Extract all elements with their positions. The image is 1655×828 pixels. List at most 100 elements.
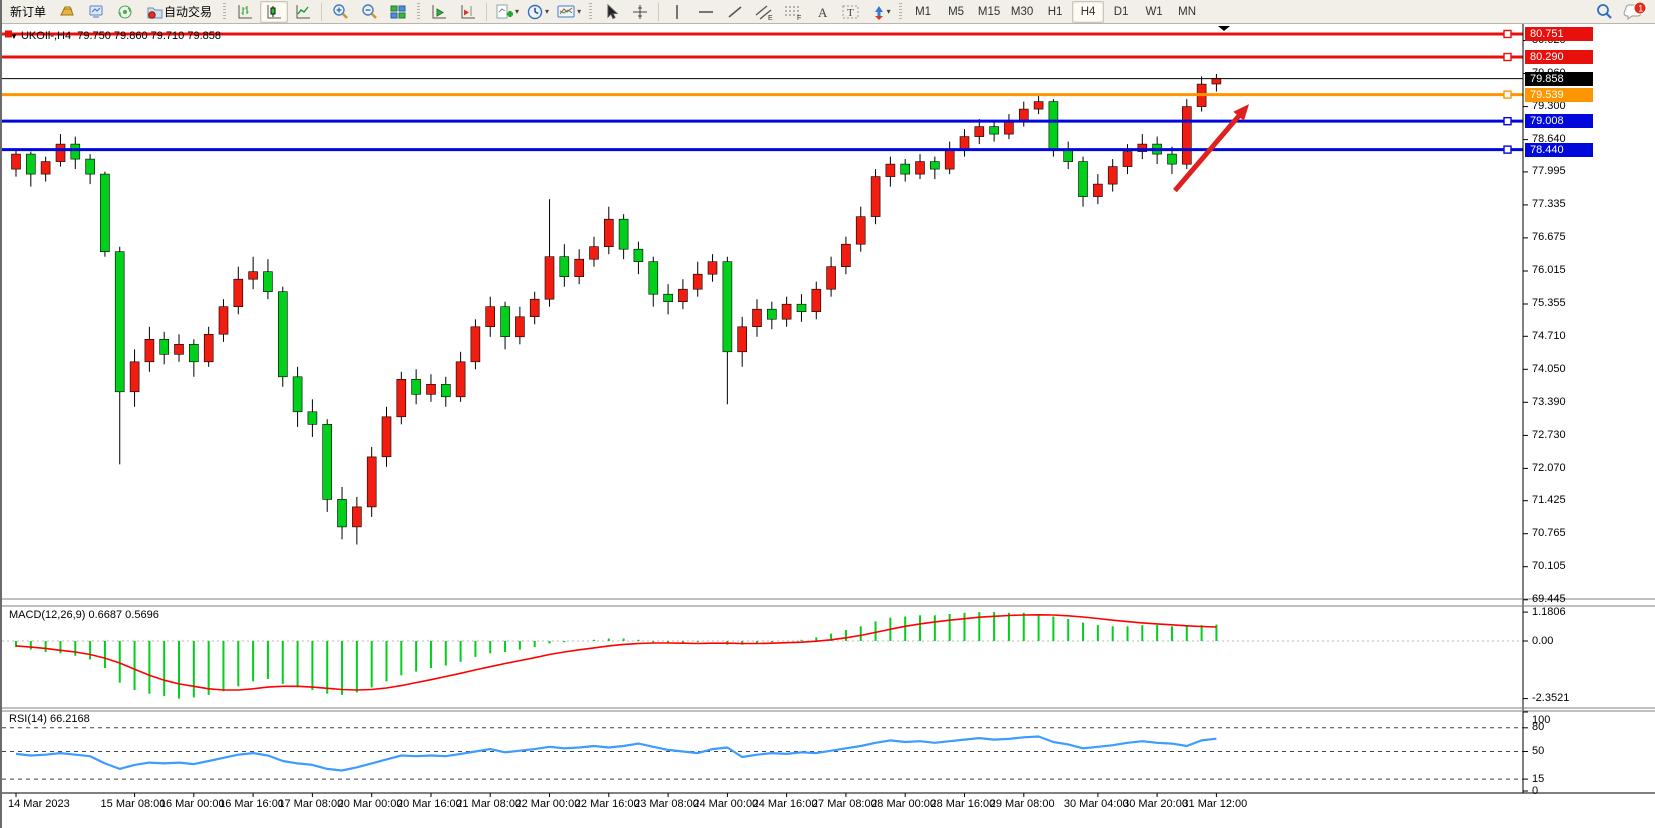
candle bbox=[337, 499, 347, 528]
rsi-tick-label: 50 bbox=[1532, 745, 1545, 757]
fibonacci-tool-icon[interactable]: F bbox=[779, 1, 807, 23]
signals-icon[interactable] bbox=[111, 1, 139, 23]
toolbar-grip bbox=[223, 2, 227, 21]
svg-text:E: E bbox=[768, 15, 773, 21]
timeframe-button-d1[interactable]: D1 bbox=[1113, 5, 1129, 18]
macd-label: MACD(12,26,9) 0.6687 0.5696 bbox=[9, 609, 159, 621]
price-tick-label: 75.355 bbox=[1532, 297, 1566, 310]
gold-ingot-icon[interactable] bbox=[53, 1, 81, 23]
zoom-in-icon[interactable] bbox=[326, 1, 354, 23]
line-selection-handle[interactable] bbox=[5, 30, 12, 38]
macd-tick-label: -2.3521 bbox=[1532, 692, 1570, 705]
main-toolbar: 新订单 自动交易 bbox=[2, 0, 1655, 24]
timeframe-button-h4[interactable]: H4 bbox=[1072, 0, 1105, 23]
autotrading-button[interactable]: 自动交易 bbox=[140, 1, 218, 23]
line-handle[interactable] bbox=[1503, 145, 1512, 154]
candle bbox=[1137, 143, 1148, 152]
time-axis-label: 22 Mar 00:00 bbox=[515, 798, 581, 810]
candle bbox=[692, 273, 703, 290]
toolbar-grip bbox=[899, 2, 903, 21]
candle bbox=[1048, 101, 1059, 150]
market-watch-icon[interactable] bbox=[82, 1, 110, 23]
timeframe-button-h1[interactable]: H1 bbox=[1047, 5, 1063, 18]
arrows-tool-icon bbox=[874, 5, 883, 20]
rsi-tick-label: 15 bbox=[1532, 772, 1545, 785]
price-tick-label: 72.730 bbox=[1532, 428, 1566, 441]
bar-chart-icon[interactable] bbox=[231, 1, 259, 23]
time-axis-label: 29 Mar 08:00 bbox=[989, 798, 1055, 810]
cursor-icon[interactable] bbox=[597, 1, 625, 23]
chart-shift-marker[interactable] bbox=[1218, 26, 1230, 31]
candle bbox=[589, 246, 599, 260]
candle bbox=[944, 148, 955, 170]
line-handle[interactable] bbox=[1503, 52, 1512, 62]
time-axis-label: 31 Mar 12:00 bbox=[1182, 798, 1248, 810]
line-handle[interactable] bbox=[1503, 90, 1512, 99]
candle bbox=[1033, 101, 1044, 110]
candle bbox=[233, 278, 244, 308]
notifications-button[interactable]: 1 bbox=[1619, 1, 1651, 23]
time-axis-label: 24 Mar 16:00 bbox=[752, 798, 818, 810]
timeframe-group: M1 M5 M15 M30 H1 H4 D1 W1 MN bbox=[907, 0, 1203, 23]
auto-scroll-icon[interactable] bbox=[425, 1, 453, 23]
candle bbox=[11, 153, 21, 170]
symbol-dropdown-icon[interactable]: ▼ bbox=[10, 32, 18, 41]
toolbar-separator bbox=[658, 2, 660, 21]
equidistant-channel-tool-icon[interactable]: E bbox=[750, 1, 778, 23]
svg-text:A: A bbox=[818, 5, 828, 20]
crosshair-icon[interactable] bbox=[626, 1, 654, 23]
toolbar-separator bbox=[321, 2, 323, 21]
candle bbox=[352, 506, 362, 528]
indicators-button[interactable]: ▾ bbox=[491, 1, 522, 23]
candle bbox=[574, 258, 585, 278]
trendline-tool-icon[interactable] bbox=[721, 1, 749, 23]
annotation-arrow[interactable] bbox=[1173, 104, 1250, 193]
zoom-out-icon[interactable] bbox=[355, 1, 383, 23]
time-axis-label: 21 Mar 08:00 bbox=[456, 798, 522, 810]
text-tool-icon[interactable]: A bbox=[808, 1, 836, 23]
timeframe-button-m30[interactable]: M30 bbox=[1010, 5, 1034, 18]
timeframe-button-m15[interactable]: M15 bbox=[977, 5, 1001, 18]
candle bbox=[100, 173, 110, 253]
periods-button[interactable]: ▾ bbox=[523, 1, 552, 23]
chat-bubble-icon: 1 bbox=[1623, 1, 1647, 20]
price-badge: 80.290 bbox=[1525, 50, 1593, 65]
candle bbox=[1107, 166, 1118, 185]
candle bbox=[1004, 121, 1014, 135]
horizontal-line-tool-icon[interactable] bbox=[692, 1, 720, 23]
line-handle[interactable] bbox=[1503, 29, 1512, 39]
candlestick-chart-icon[interactable] bbox=[260, 0, 289, 23]
timeframe-button-m1[interactable]: M1 bbox=[915, 5, 932, 18]
timeframe-button-w1[interactable]: W1 bbox=[1145, 5, 1163, 18]
candle bbox=[114, 251, 125, 393]
line-handle[interactable] bbox=[1503, 116, 1512, 126]
new-order-button[interactable]: 新订单 bbox=[10, 5, 47, 19]
autotrading-label: 自动交易 bbox=[164, 5, 213, 19]
vertical-line-tool-icon[interactable] bbox=[663, 1, 691, 23]
text-label-tool-icon[interactable]: T bbox=[837, 1, 865, 23]
search-icon[interactable] bbox=[1590, 1, 1618, 23]
candle bbox=[485, 306, 496, 328]
macd-tick-label: 1.1806 bbox=[1532, 605, 1566, 618]
chevron-down-icon: ▾ bbox=[545, 7, 550, 16]
time-axis-label: 30 Mar 20:00 bbox=[1123, 798, 1188, 810]
line-chart-icon[interactable] bbox=[289, 1, 317, 23]
time-axis-label: 16 Mar 00:00 bbox=[159, 798, 225, 810]
candle bbox=[618, 218, 629, 250]
candle bbox=[411, 378, 421, 395]
timeframe-button-mn[interactable]: MN bbox=[1178, 5, 1197, 18]
candle bbox=[470, 326, 481, 363]
rsi-tick-label: 80 bbox=[1532, 721, 1545, 734]
chart-shift-icon[interactable] bbox=[454, 1, 482, 23]
candle bbox=[1167, 153, 1177, 165]
candle bbox=[366, 456, 377, 508]
price-tick-label: 69.445 bbox=[1532, 593, 1566, 606]
templates-button[interactable]: ▾ bbox=[553, 1, 584, 23]
price-tick-label: 73.390 bbox=[1532, 395, 1566, 408]
tile-windows-icon[interactable] bbox=[384, 1, 412, 23]
candle bbox=[678, 288, 688, 303]
timeframe-button-m5[interactable]: M5 bbox=[948, 5, 965, 18]
arrows-tool-button[interactable]: ▾ bbox=[866, 1, 894, 23]
candle bbox=[203, 333, 214, 363]
